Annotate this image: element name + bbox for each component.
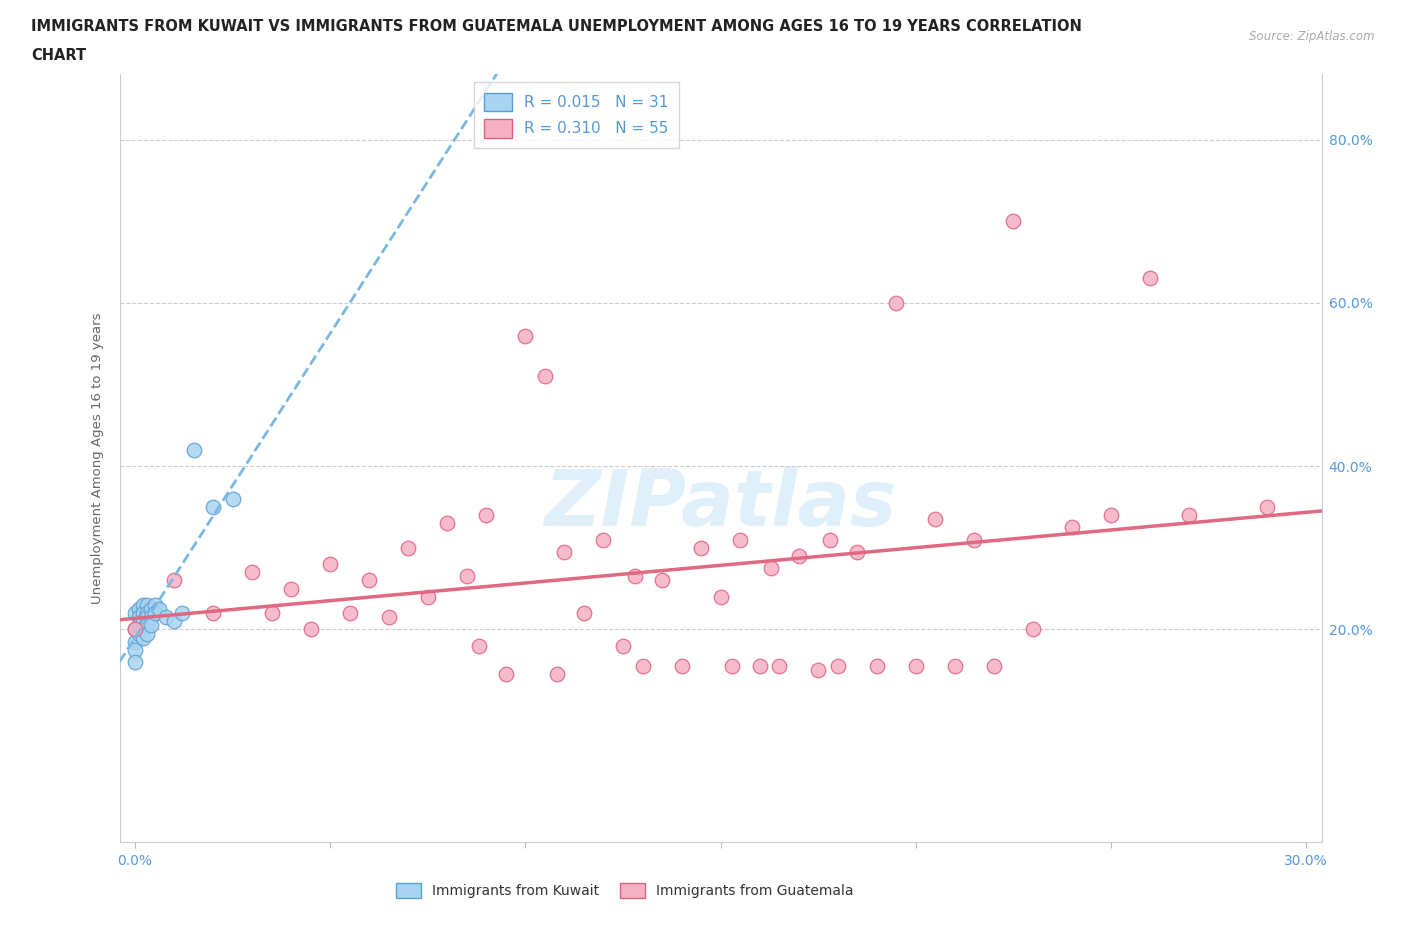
- Point: [124, 634, 146, 649]
- Point: [943, 658, 966, 673]
- Point: [1178, 508, 1201, 523]
- Point: [515, 328, 537, 343]
- Point: [818, 532, 841, 547]
- Point: [721, 658, 744, 673]
- Point: [280, 581, 302, 596]
- Point: [240, 565, 263, 579]
- Point: [1002, 214, 1025, 229]
- Y-axis label: Unemployment Among Ages 16 to 19 years: Unemployment Among Ages 16 to 19 years: [90, 312, 104, 604]
- Point: [623, 569, 645, 584]
- Point: [132, 622, 155, 637]
- Point: [260, 605, 283, 620]
- Point: [1099, 508, 1122, 523]
- Point: [761, 561, 783, 576]
- Point: [155, 610, 177, 625]
- Text: CHART: CHART: [31, 48, 86, 63]
- Point: [378, 610, 401, 625]
- Point: [132, 605, 155, 620]
- Point: [128, 618, 150, 632]
- Point: [143, 597, 166, 612]
- Point: [128, 626, 150, 641]
- Point: [827, 658, 849, 673]
- Point: [128, 602, 150, 617]
- Point: [963, 532, 986, 547]
- Point: [135, 597, 157, 612]
- Point: [124, 622, 146, 637]
- Point: [124, 605, 146, 620]
- Point: [456, 569, 478, 584]
- Point: [495, 667, 517, 682]
- Point: [728, 532, 751, 547]
- Point: [135, 618, 157, 632]
- Point: [787, 549, 810, 564]
- Point: [1060, 520, 1083, 535]
- Point: [904, 658, 927, 673]
- Point: [475, 508, 498, 523]
- Point: [1256, 499, 1278, 514]
- Point: [202, 499, 225, 514]
- Point: [416, 590, 439, 604]
- Text: ZIPatlas: ZIPatlas: [544, 466, 897, 542]
- Point: [132, 614, 155, 629]
- Point: [651, 573, 673, 588]
- Point: [163, 573, 186, 588]
- Point: [143, 605, 166, 620]
- Point: [807, 663, 830, 678]
- Point: [148, 602, 170, 617]
- Point: [1139, 271, 1161, 286]
- Point: [139, 602, 162, 617]
- Point: [222, 491, 245, 506]
- Point: [135, 626, 157, 641]
- Point: [124, 622, 146, 637]
- Point: [202, 605, 225, 620]
- Point: [709, 590, 731, 604]
- Point: [612, 638, 634, 653]
- Point: [553, 544, 575, 559]
- Point: [135, 605, 157, 620]
- Point: [846, 544, 869, 559]
- Legend: Immigrants from Kuwait, Immigrants from Guatemala: Immigrants from Kuwait, Immigrants from …: [389, 877, 859, 904]
- Point: [124, 643, 146, 658]
- Text: IMMIGRANTS FROM KUWAIT VS IMMIGRANTS FROM GUATEMALA UNEMPLOYMENT AMONG AGES 16 T: IMMIGRANTS FROM KUWAIT VS IMMIGRANTS FRO…: [31, 19, 1081, 33]
- Point: [170, 605, 193, 620]
- Point: [139, 610, 162, 625]
- Point: [132, 597, 155, 612]
- Point: [139, 618, 162, 632]
- Point: [359, 573, 381, 588]
- Point: [132, 631, 155, 645]
- Point: [467, 638, 489, 653]
- Point: [572, 605, 595, 620]
- Point: [396, 540, 419, 555]
- Point: [128, 610, 150, 625]
- Point: [631, 658, 654, 673]
- Point: [546, 667, 568, 682]
- Point: [866, 658, 889, 673]
- Point: [748, 658, 770, 673]
- Point: [1022, 622, 1045, 637]
- Point: [924, 512, 946, 526]
- Point: [768, 658, 790, 673]
- Point: [534, 369, 557, 384]
- Text: Source: ZipAtlas.com: Source: ZipAtlas.com: [1250, 30, 1375, 43]
- Point: [690, 540, 713, 555]
- Point: [436, 516, 458, 531]
- Point: [183, 443, 205, 458]
- Point: [124, 655, 146, 670]
- Point: [163, 614, 186, 629]
- Point: [671, 658, 693, 673]
- Point: [319, 557, 342, 572]
- Point: [135, 610, 157, 625]
- Point: [299, 622, 322, 637]
- Point: [884, 296, 907, 311]
- Point: [983, 658, 1005, 673]
- Point: [592, 532, 614, 547]
- Point: [339, 605, 361, 620]
